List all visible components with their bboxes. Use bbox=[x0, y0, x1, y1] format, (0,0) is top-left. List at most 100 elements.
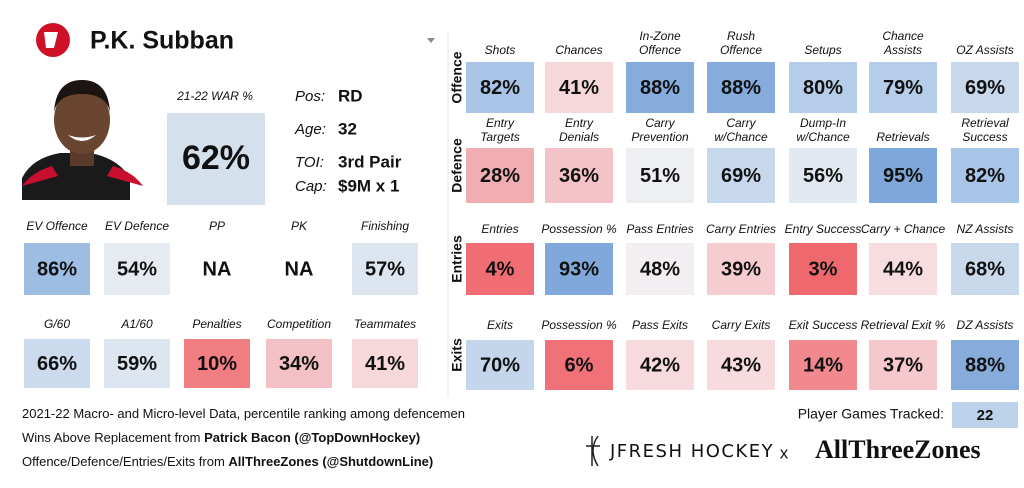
group-label: Offence bbox=[449, 51, 465, 103]
stat-label: Entry bbox=[486, 116, 515, 130]
stat-value: 57% bbox=[365, 258, 405, 280]
stat-value: 88% bbox=[721, 77, 761, 99]
stat-value: 93% bbox=[559, 258, 599, 280]
stat-tile bbox=[951, 243, 1019, 295]
stat-label: w/Chance bbox=[796, 130, 850, 144]
stat-label: Teammates bbox=[354, 317, 416, 331]
stat-tile bbox=[545, 340, 613, 390]
stat-tile bbox=[869, 243, 937, 295]
stat-label: Offence bbox=[720, 43, 762, 57]
stat-label: Prevention bbox=[631, 130, 689, 144]
stat-value: 37% bbox=[883, 354, 923, 376]
stat-label: Pass Exits bbox=[632, 318, 688, 332]
stat-label: Assists bbox=[883, 43, 922, 57]
stat-value: 88% bbox=[640, 77, 680, 99]
stat-tile bbox=[626, 148, 694, 203]
note: 2021-22 Macro- and Micro-level Data, per… bbox=[22, 406, 465, 421]
stat-label: Chances bbox=[555, 43, 602, 57]
group-label: Exits bbox=[449, 338, 465, 372]
stat-label: EV Offence bbox=[26, 219, 88, 233]
stat-tile bbox=[789, 243, 857, 295]
stat-value: 70% bbox=[480, 354, 520, 376]
stat-value: 14% bbox=[803, 354, 843, 376]
player-name: P.K. Subban bbox=[90, 27, 234, 55]
stat-value: NA bbox=[203, 258, 232, 280]
stat-label: PK bbox=[291, 219, 308, 233]
stat-value: 82% bbox=[480, 77, 520, 99]
stat-label: Retrieval Exit % bbox=[861, 318, 946, 332]
stat-tile bbox=[352, 339, 418, 388]
stat-value: 10% bbox=[197, 353, 237, 375]
stat-tile bbox=[545, 62, 613, 113]
stat-tile bbox=[789, 62, 857, 113]
stat-tile bbox=[466, 243, 534, 295]
note-part: 2021-22 Macro- and Micro-level Data, per… bbox=[22, 406, 465, 421]
stat-tile bbox=[24, 339, 90, 388]
stat-label: Denials bbox=[559, 130, 599, 144]
stat-value: 86% bbox=[37, 258, 77, 280]
stat-label: Possession % bbox=[541, 222, 617, 236]
bio-value: 32 bbox=[338, 119, 357, 138]
stat-tile bbox=[869, 340, 937, 390]
stat-tile bbox=[266, 339, 332, 388]
stat-label: Entry bbox=[565, 116, 594, 130]
stat-tile bbox=[545, 148, 613, 203]
stat-tile bbox=[951, 62, 1019, 113]
stat-label: In-Zone bbox=[639, 29, 681, 43]
games-value: 22 bbox=[977, 407, 994, 424]
stat-label: A1/60 bbox=[120, 317, 153, 331]
stat-value: 43% bbox=[721, 354, 761, 376]
stat-label: PP bbox=[209, 219, 225, 233]
stat-label: Exit Success bbox=[789, 318, 858, 332]
stat-label: Retrieval bbox=[961, 116, 1009, 130]
stat-tile bbox=[24, 243, 90, 295]
bio-label: Cap: bbox=[295, 178, 327, 195]
stat-label: Chance bbox=[882, 29, 924, 43]
stat-tile bbox=[104, 339, 170, 388]
stat-tile bbox=[352, 243, 418, 295]
stat-value: 88% bbox=[965, 354, 1005, 376]
stat-label: Shots bbox=[485, 43, 516, 57]
bio-value: $9M x 1 bbox=[338, 176, 399, 195]
note: Wins Above Replacement from Patrick Baco… bbox=[22, 430, 420, 445]
stat-value: 6% bbox=[565, 354, 594, 376]
stat-value: 3% bbox=[809, 258, 838, 280]
stat-tile bbox=[707, 62, 775, 113]
dropdown-icon bbox=[427, 38, 435, 43]
stat-label: Possession % bbox=[541, 318, 617, 332]
games-tile bbox=[952, 402, 1018, 428]
stat-tile bbox=[466, 148, 534, 203]
stat-tile bbox=[545, 243, 613, 295]
stat-label: Retrievals bbox=[876, 130, 929, 144]
stat-value: 41% bbox=[559, 77, 599, 99]
bio-value: 3rd Pair bbox=[338, 152, 402, 171]
stat-label: Setups bbox=[804, 43, 841, 57]
stat-label: Competition bbox=[267, 317, 331, 331]
stat-value: 56% bbox=[803, 165, 843, 187]
stat-tile bbox=[707, 148, 775, 203]
stat-label: NZ Assists bbox=[957, 222, 1014, 236]
group-label: Entries bbox=[449, 235, 465, 283]
stat-tile bbox=[789, 148, 857, 203]
note-part: AllThreeZones (@ShutdownLine) bbox=[228, 454, 433, 469]
stat-label: Pass Entries bbox=[626, 222, 693, 236]
stat-tile bbox=[707, 243, 775, 295]
stat-value: 68% bbox=[965, 258, 1005, 280]
stat-value: 42% bbox=[640, 354, 680, 376]
note-part: Wins Above Replacement from bbox=[22, 430, 204, 445]
stat-label: OZ Assists bbox=[956, 43, 1014, 57]
stat-label: Dump-In bbox=[800, 116, 846, 130]
stat-tile bbox=[707, 340, 775, 390]
stat-value: 34% bbox=[279, 353, 319, 375]
stat-value: 48% bbox=[640, 258, 680, 280]
stat-label: Carry bbox=[726, 116, 756, 130]
stat-label: Carry bbox=[645, 116, 675, 130]
war-value: 62% bbox=[182, 139, 250, 177]
stat-value: 28% bbox=[480, 165, 520, 187]
bio-label: TOI: bbox=[295, 154, 324, 171]
stat-tile bbox=[626, 62, 694, 113]
stat-label: Carry Entries bbox=[706, 222, 776, 236]
jfresh-mark bbox=[586, 435, 600, 467]
stat-label: Rush bbox=[727, 29, 755, 43]
